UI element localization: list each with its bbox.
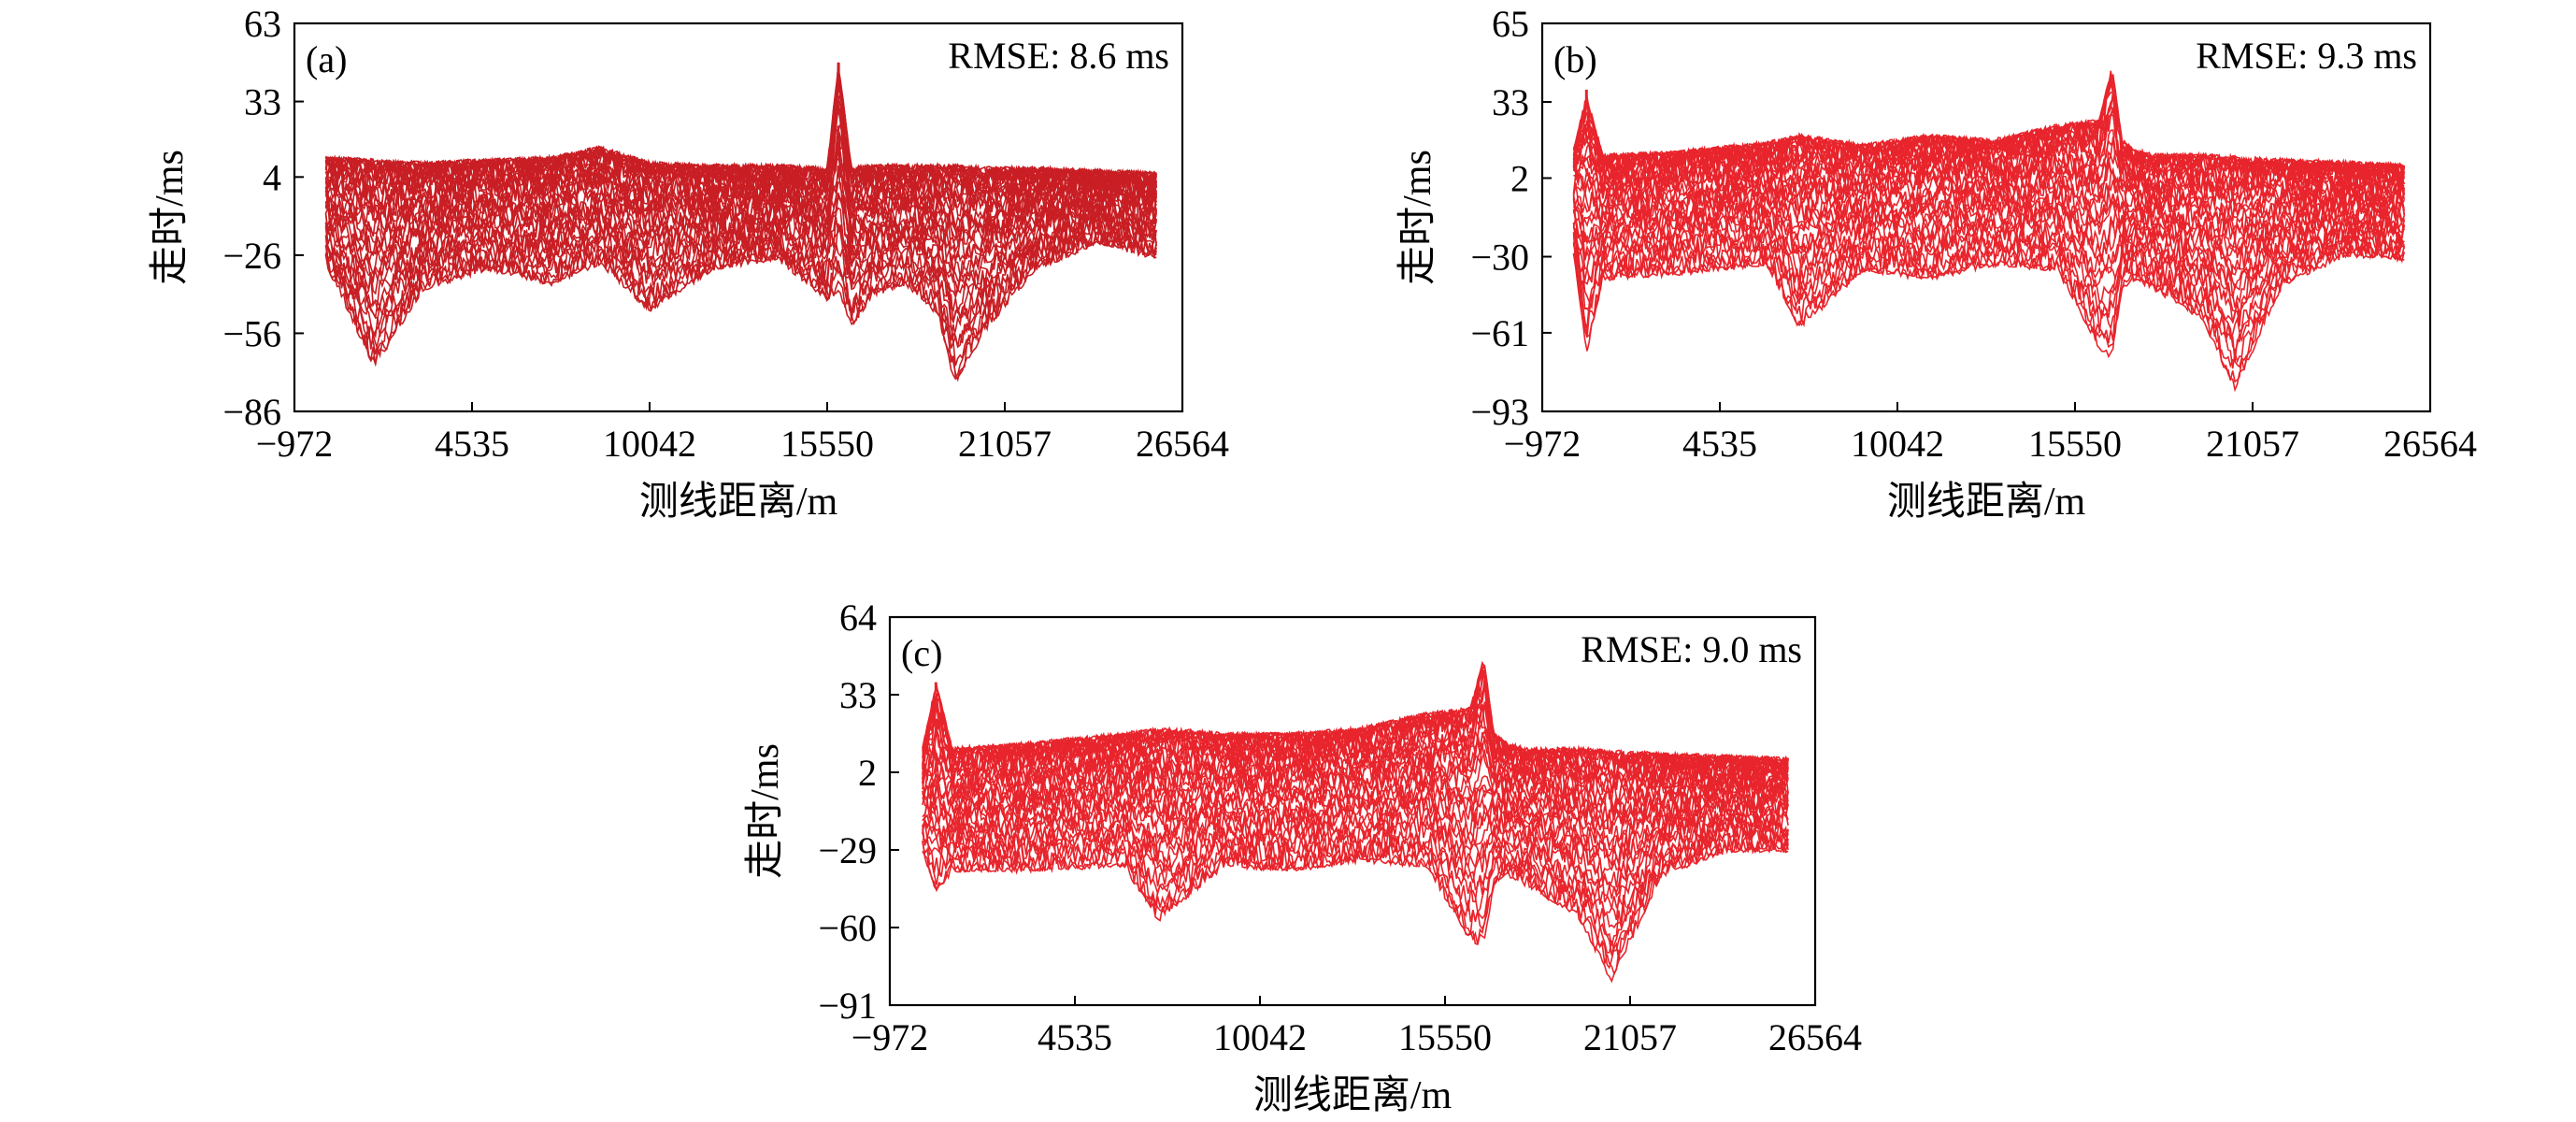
trace-line: [922, 728, 1789, 821]
x-tick-label: 4535: [1682, 423, 1757, 465]
y-tick-label: 63: [244, 3, 281, 45]
y-tick-label: 2: [858, 752, 877, 794]
x-tick-label: 10042: [603, 423, 696, 465]
y-tick-label: 64: [839, 597, 877, 639]
x-axis-a: −972 4535 10042 15550 21057 26564: [256, 402, 1229, 465]
trace-line: [324, 146, 1158, 260]
y-tick-label: −91: [818, 985, 877, 1027]
y-tick-label: −26: [222, 235, 281, 277]
x-tick-label: −972: [852, 1016, 929, 1058]
rmse-annotation-c: RMSE: 9.0 ms: [1581, 628, 1802, 670]
trace-line: [922, 841, 1789, 984]
x-tick-label: −972: [256, 423, 334, 465]
trace-line: [1572, 222, 2405, 353]
y-tick-label: 33: [839, 674, 877, 716]
trace-band-b: [1572, 70, 2406, 393]
y-tick-label: 4: [263, 156, 281, 198]
y-axis-label-c: 走时/ms: [744, 743, 787, 879]
trace-line: [1572, 240, 2405, 383]
rmse-annotation-b: RMSE: 9.3 ms: [2196, 35, 2417, 77]
trace-line: [922, 756, 1789, 855]
trace-line: [324, 193, 1158, 295]
trace-line: [922, 811, 1789, 921]
x-tick-label: 21057: [958, 423, 1052, 465]
panel-label-b: (b): [1553, 38, 1597, 80]
y-tick-label: 33: [1492, 81, 1529, 123]
x-axis-label-b: 测线距离/m: [1887, 480, 2086, 524]
trace-line: [1572, 206, 2406, 314]
y-axis-b: 65 33 2 −30 −61 −93: [1470, 3, 1552, 433]
trace-line: [922, 786, 1789, 888]
trace-line: [324, 234, 1158, 381]
trace-band-c: [922, 660, 1789, 984]
y-tick-label: −30: [1470, 237, 1529, 279]
plot-frame-c: [888, 615, 1817, 1007]
panel-c: −972 4535 10042 15550 21057 26564 64 33 2 −29 −60…: [744, 597, 1862, 1117]
x-tick-label: 4535: [1038, 1016, 1112, 1058]
plot-frame-b: [1540, 22, 2432, 413]
y-tick-label: 33: [244, 81, 281, 123]
y-axis-label-b: 走时/ms: [1396, 150, 1439, 285]
y-tick-label: 2: [1510, 157, 1529, 199]
trace-line: [1573, 217, 2406, 327]
trace-line: [1572, 179, 2406, 262]
trace-line: [324, 217, 1158, 349]
panel-a: −972 4535 10042 15550 21057 26564 63 33 4 −26 −56…: [149, 3, 1229, 524]
trace-line: [922, 704, 1789, 793]
trace-line: [922, 834, 1789, 976]
x-tick-label: 21057: [2206, 423, 2299, 465]
y-axis-label-a: 走时/ms: [149, 150, 192, 285]
x-axis-b: −972 4535 10042 15550 21057 26564: [1504, 402, 2477, 465]
x-axis-label-c: 测线距离/m: [1253, 1073, 1453, 1117]
trace-line: [1572, 245, 2406, 393]
x-tick-label: 26564: [2383, 423, 2477, 465]
x-tick-label: 15550: [1398, 1016, 1492, 1058]
trace-line: [324, 235, 1157, 382]
trace-line: [922, 823, 1789, 956]
x-axis-label-a: 测线距离/m: [639, 480, 838, 524]
y-tick-label: −29: [818, 829, 877, 871]
y-tick-label: −56: [222, 312, 281, 354]
x-axis-c: −972 4535 10042 15550 21057 26564: [852, 996, 1862, 1058]
x-tick-label: 15550: [780, 423, 874, 465]
y-axis-c: 64 33 2 −29 −60 −91: [818, 597, 899, 1027]
panel-label-c: (c): [901, 632, 942, 674]
y-tick-label: −93: [1470, 391, 1529, 433]
y-axis-a: 63 33 4 −26 −56 −86: [222, 3, 304, 433]
x-tick-label: 15550: [2028, 423, 2122, 465]
x-tick-label: 26564: [1136, 423, 1229, 465]
x-tick-label: 4535: [435, 423, 509, 465]
trace-line: [1572, 223, 2405, 341]
x-tick-label: 10042: [1213, 1016, 1307, 1058]
panel-b: −972 4535 10042 15550 21057 26564 65 33 2 −30 −61…: [1396, 3, 2477, 524]
trace-line: [922, 826, 1789, 954]
x-tick-label: −972: [1504, 423, 1581, 465]
y-tick-label: −60: [818, 907, 877, 949]
trace-line: [1572, 113, 2406, 206]
x-tick-label: 10042: [1851, 423, 1944, 465]
x-tick-label: 21057: [1583, 1016, 1677, 1058]
y-tick-label: −61: [1470, 312, 1529, 354]
y-tick-label: −86: [222, 391, 281, 433]
trace-band-a: [324, 62, 1158, 382]
x-tick-label: 26564: [1768, 1016, 1862, 1058]
trace-line: [324, 219, 1157, 347]
trace-line: [324, 226, 1158, 379]
plot-frame-a: [293, 22, 1184, 413]
rmse-annotation-a: RMSE: 8.6 ms: [948, 35, 1169, 77]
y-tick-label: 65: [1492, 3, 1529, 45]
panel-label-a: (a): [306, 38, 347, 80]
